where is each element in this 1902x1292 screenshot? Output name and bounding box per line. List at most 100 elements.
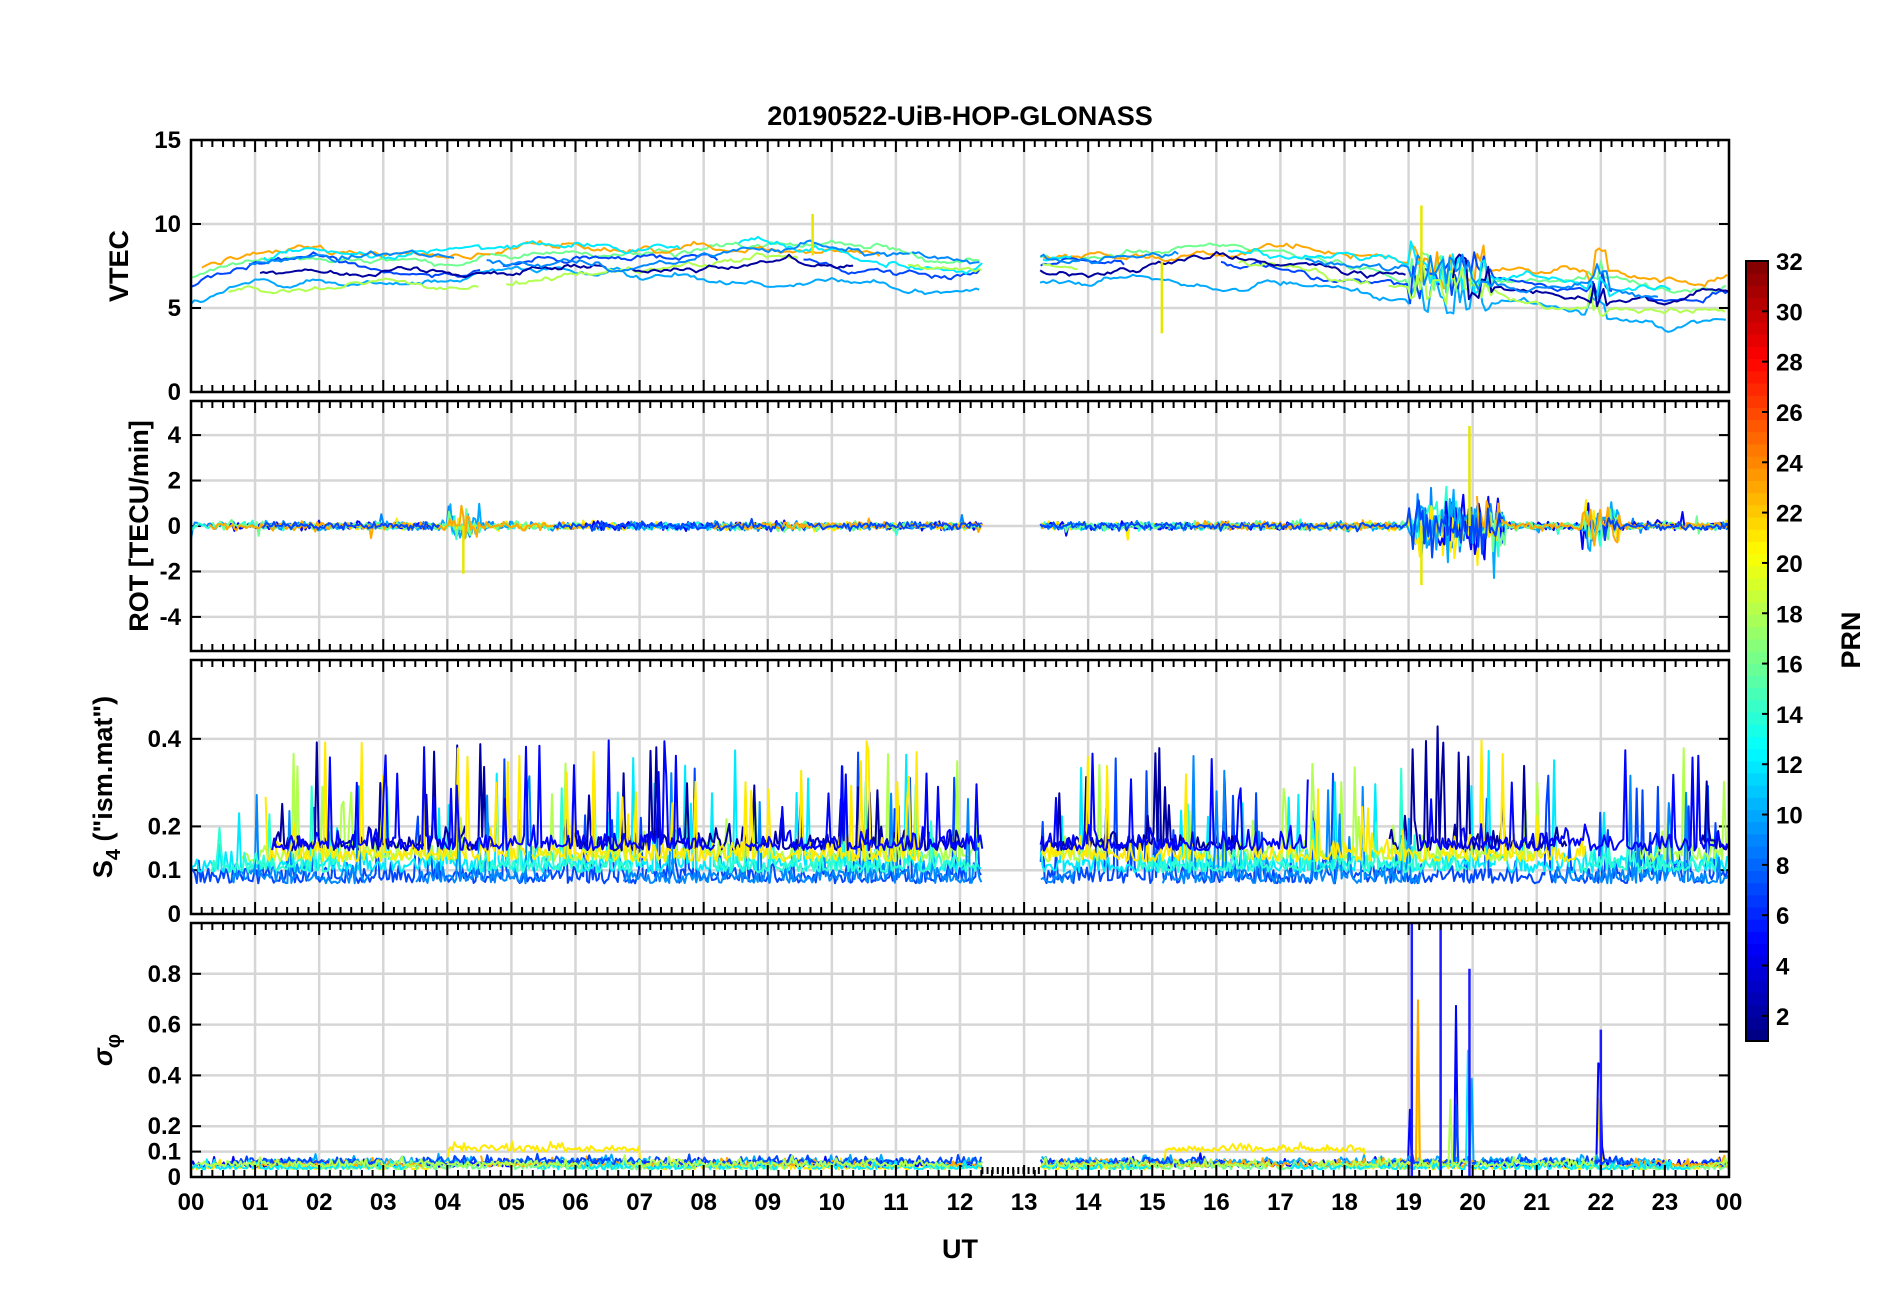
panel-s4: 0 0.1 0.2 0.4 S4 ("ism.mat"): [88, 658, 1731, 928]
colorbar-segment: [1746, 980, 1768, 993]
colorbar-segment: [1746, 870, 1768, 884]
x-tick-labels: 00 01 02 03 04 05 06 07 08 09 10 11 12 13 14 15 16 17 18 19…: [178, 1189, 1743, 1216]
colorbar-tick-label: 4: [1776, 954, 1790, 981]
vtec-series-line: [1451, 253, 1729, 308]
colorbar-segment: [1746, 504, 1768, 518]
colorbar-segment: [1746, 614, 1768, 628]
x-axis-label: UT: [942, 1234, 978, 1264]
vtec-series-line: [263, 240, 681, 262]
vtec-series-line: [1238, 259, 1371, 285]
x-tick-label: 12: [947, 1189, 974, 1216]
vtec-series-line: [907, 263, 1078, 273]
x-tick-label: 05: [498, 1189, 525, 1216]
colorbar-segment: [1746, 565, 1768, 579]
vtec-series-line: [1305, 253, 1659, 299]
x-tick-label: 09: [754, 1189, 781, 1216]
x-tick-label: 03: [370, 1189, 397, 1216]
sigma_phi-ytick-label: 0.4: [148, 1062, 182, 1089]
colorbar-segment: [1746, 711, 1768, 725]
vtec-ytick-label: 5: [168, 295, 181, 322]
sigma_phi-ytick-label: 0.1: [148, 1139, 181, 1166]
vtec-ytick-label: 0: [168, 379, 181, 406]
colorbar-segment: [1746, 785, 1768, 798]
rot-series-line: [261, 521, 441, 531]
x-tick-label: 16: [1203, 1189, 1230, 1216]
colorbar-segment: [1746, 967, 1768, 981]
colorbar-segment: [1746, 492, 1768, 506]
vtec-series-line: [494, 240, 881, 257]
s4-series-line: [712, 784, 979, 874]
panel-rot: -4 -2 0 2 4 ROT [TECU/min]: [124, 399, 1731, 653]
rot-series: [191, 426, 1729, 586]
colorbar-segment: [1746, 797, 1768, 811]
colorbar-segment: [1746, 772, 1768, 786]
x-tick-label: 08: [690, 1189, 717, 1216]
x-tick-label: 18: [1331, 1189, 1358, 1216]
vtec-series: [191, 205, 1729, 334]
colorbar-segment: [1746, 419, 1768, 433]
s4-ylabel-main: S: [88, 860, 118, 878]
s4-series-line: [474, 779, 644, 874]
sigma_phi-ylabel-sub: φ: [103, 1034, 125, 1048]
x-tick-label: 13: [1011, 1189, 1038, 1216]
colorbar-tick-label: 26: [1776, 400, 1803, 427]
x-tick-label: 07: [626, 1189, 653, 1216]
colorbar-segment: [1746, 919, 1768, 932]
sigma_phi-series: [191, 923, 1729, 1177]
colorbar-segment: [1746, 736, 1768, 750]
s4-series-line: [1634, 747, 1729, 862]
colorbar-segment: [1746, 992, 1768, 1006]
colorbar-segment: [1746, 955, 1768, 969]
s4-frame: [189, 658, 1731, 916]
sigma_phi-frame: [189, 921, 1731, 1179]
colorbar-segment: [1746, 699, 1768, 713]
x-tick-label: 00: [1716, 1189, 1743, 1216]
colorbar-segment: [1746, 724, 1768, 737]
sigma_phi-ylabel-main: σ: [88, 1047, 118, 1066]
rot-series-line: [1602, 517, 1729, 541]
x-tick-label: 15: [1139, 1189, 1166, 1216]
colorbar-tick-label: 2: [1776, 1004, 1789, 1031]
vtec-series-line: [506, 252, 799, 286]
vtec-series-line: [228, 277, 479, 295]
s4-ytick-label: 0.4: [148, 726, 182, 753]
colorbar-segment: [1746, 931, 1768, 945]
data-gap-marker: [981, 1167, 1040, 1174]
rot-frame: [189, 399, 1731, 653]
vtec-y-axis-label: VTEC: [104, 230, 134, 302]
sigma_phi-series-line: [977, 1156, 1272, 1168]
x-tick-label: 23: [1652, 1189, 1679, 1216]
colorbar-segment: [1746, 285, 1768, 299]
colorbar-segment: [1746, 943, 1768, 957]
colorbar-segment: [1746, 516, 1768, 530]
colorbar-tick-label: 30: [1776, 299, 1803, 326]
x-tick-label: 10: [818, 1189, 845, 1216]
sigma_phi-y-axis-label: σφ: [88, 1034, 125, 1066]
colorbar-segment: [1746, 638, 1768, 652]
vtec-series-line: [502, 253, 719, 267]
chart-title: 20190522-UiB-HOP-GLONASS: [767, 101, 1153, 131]
colorbar-segment: [1746, 407, 1768, 421]
vtec-series-line: [1644, 289, 1729, 304]
colorbar-segment: [1746, 809, 1768, 823]
colorbar-tick-label: 16: [1776, 652, 1803, 679]
colorbar-segment: [1746, 529, 1768, 542]
colorbar-tick-label: 18: [1776, 601, 1803, 628]
colorbar-tick-label: 24: [1776, 450, 1803, 477]
rot-ytick-label: -4: [160, 604, 182, 631]
colorbar-segment: [1746, 663, 1768, 676]
colorbar-segment: [1746, 382, 1768, 396]
colorbar-segment: [1746, 1004, 1768, 1018]
colorbar-label: PRN: [1836, 611, 1866, 668]
s4-ylabel-rest: ("ism.mat"): [88, 696, 118, 849]
colorbar-segment: [1746, 468, 1768, 481]
colorbar-segment: [1746, 894, 1768, 908]
s4-series-line: [415, 775, 552, 885]
colorbar-tick-label: 28: [1776, 350, 1803, 377]
vtec-series-line: [1388, 265, 1726, 317]
colorbar-segment: [1746, 261, 1768, 274]
sigma_phi-ytick-label: 0.2: [148, 1113, 181, 1140]
x-tick-label: 14: [1075, 1189, 1102, 1216]
colorbar-segment: [1746, 675, 1768, 689]
